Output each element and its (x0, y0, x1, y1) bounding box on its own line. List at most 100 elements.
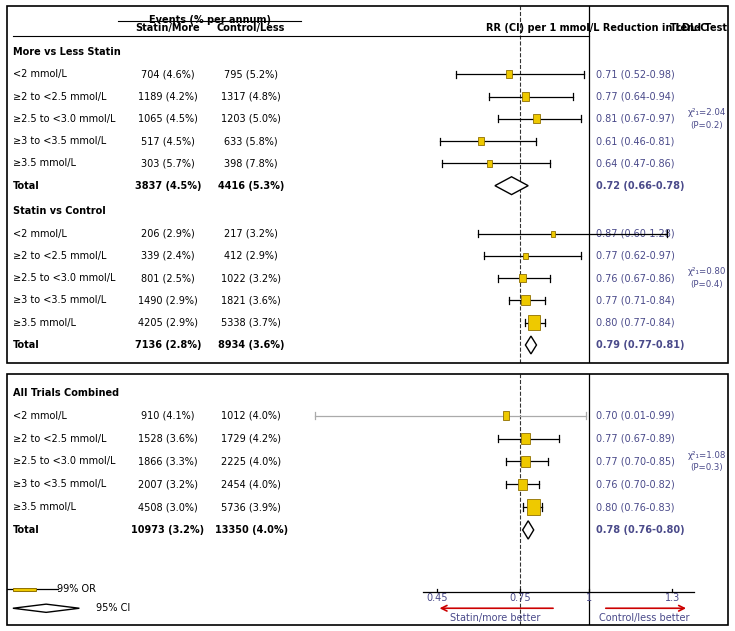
Text: 13350 (4.0%): 13350 (4.0%) (215, 525, 287, 535)
Text: 99% OR: 99% OR (57, 584, 96, 594)
Text: All Trials Combined: All Trials Combined (13, 388, 119, 398)
Bar (506, 70, 512, 78)
Text: ≥3.5 mmol/L: ≥3.5 mmol/L (13, 318, 76, 327)
Text: <2 mmol/L: <2 mmol/L (13, 411, 67, 421)
Bar (522, 92, 529, 101)
Text: 0.76 (0.67-0.86): 0.76 (0.67-0.86) (596, 273, 675, 283)
Text: 704 (4.6%): 704 (4.6%) (141, 69, 195, 80)
Text: 10973 (3.2%): 10973 (3.2%) (132, 525, 204, 535)
Text: Control/less better: Control/less better (599, 613, 689, 623)
Text: 0.76 (0.70-0.82): 0.76 (0.70-0.82) (596, 480, 675, 489)
Text: Total: Total (13, 180, 40, 191)
Text: Events (% per annum): Events (% per annum) (148, 15, 270, 25)
Text: ≥3.5 mmol/L: ≥3.5 mmol/L (13, 158, 76, 168)
Text: 0.77 (0.70-0.85): 0.77 (0.70-0.85) (596, 456, 675, 466)
Text: 7136 (2.8%): 7136 (2.8%) (135, 340, 201, 350)
Text: 1.3: 1.3 (664, 593, 680, 603)
Text: 4508 (3.0%): 4508 (3.0%) (138, 502, 198, 512)
Text: 0.80 (0.76-0.83): 0.80 (0.76-0.83) (596, 502, 675, 512)
Text: χ²₁=0.80: χ²₁=0.80 (688, 268, 726, 276)
Text: Statin/More: Statin/More (136, 23, 201, 33)
Text: 206 (2.9%): 206 (2.9%) (141, 228, 195, 239)
Bar (478, 138, 484, 144)
Text: χ²₁=2.04: χ²₁=2.04 (688, 108, 726, 117)
Text: 0.77 (0.67-0.89): 0.77 (0.67-0.89) (596, 433, 675, 444)
Text: Statin vs Control: Statin vs Control (13, 206, 106, 216)
Text: <2 mmol/L: <2 mmol/L (13, 228, 67, 239)
Text: 633 (5.8%): 633 (5.8%) (224, 136, 278, 146)
Bar (13, 588, 36, 591)
Text: 517 (4.5%): 517 (4.5%) (141, 136, 195, 146)
Text: 339 (2.4%): 339 (2.4%) (141, 251, 195, 261)
Text: 1065 (4.5%): 1065 (4.5%) (138, 114, 198, 124)
Text: χ²₁=1.08: χ²₁=1.08 (688, 451, 726, 459)
Polygon shape (523, 521, 534, 539)
Text: 910 (4.1%): 910 (4.1%) (141, 411, 195, 421)
Text: 4205 (2.9%): 4205 (2.9%) (138, 318, 198, 327)
Text: ≥2 to <2.5 mmol/L: ≥2 to <2.5 mmol/L (13, 251, 107, 261)
Text: 0.70 (0.01-0.99): 0.70 (0.01-0.99) (596, 411, 675, 421)
Text: 4416 (5.3%): 4416 (5.3%) (218, 180, 284, 191)
Text: 795 (5.2%): 795 (5.2%) (224, 69, 278, 80)
Bar (521, 433, 530, 444)
Text: (P=0.3): (P=0.3) (691, 463, 723, 473)
Text: 1189 (4.2%): 1189 (4.2%) (138, 91, 198, 102)
Text: 0.78 (0.76-0.80): 0.78 (0.76-0.80) (596, 525, 685, 535)
Text: 1866 (3.3%): 1866 (3.3%) (138, 456, 198, 466)
Text: 0.71 (0.52-0.98): 0.71 (0.52-0.98) (596, 69, 675, 80)
Text: Total: Total (13, 525, 40, 535)
Text: ≥3 to <3.5 mmol/L: ≥3 to <3.5 mmol/L (13, 295, 106, 305)
Text: ≥2.5 to <3.0 mmol/L: ≥2.5 to <3.0 mmol/L (13, 456, 115, 466)
Text: 1528 (3.6%): 1528 (3.6%) (138, 433, 198, 444)
Text: 0.87 (0.60-1.28): 0.87 (0.60-1.28) (596, 228, 675, 239)
Bar (523, 252, 528, 259)
Text: 801 (2.5%): 801 (2.5%) (141, 273, 195, 283)
Text: 1203 (5.0%): 1203 (5.0%) (221, 114, 281, 124)
Text: 5338 (3.7%): 5338 (3.7%) (221, 318, 281, 327)
Text: ≥3 to <3.5 mmol/L: ≥3 to <3.5 mmol/L (13, 136, 106, 146)
Bar (487, 160, 492, 167)
Bar (527, 500, 540, 515)
Text: 0.75: 0.75 (509, 593, 531, 603)
Polygon shape (495, 177, 528, 194)
Text: 0.80 (0.77-0.84): 0.80 (0.77-0.84) (596, 318, 675, 327)
Text: 412 (2.9%): 412 (2.9%) (224, 251, 278, 261)
Text: 1317 (4.8%): 1317 (4.8%) (221, 91, 281, 102)
Text: 2225 (4.0%): 2225 (4.0%) (221, 456, 282, 466)
Text: (P=0.2): (P=0.2) (691, 121, 723, 129)
Bar (533, 114, 540, 123)
Text: 2454 (4.0%): 2454 (4.0%) (221, 480, 281, 489)
Text: 95% CI: 95% CI (96, 603, 130, 613)
Text: 0.45: 0.45 (426, 593, 448, 603)
Text: 0.61 (0.46-0.81): 0.61 (0.46-0.81) (596, 136, 675, 146)
Text: 0.77 (0.62-0.97): 0.77 (0.62-0.97) (596, 251, 675, 261)
Text: 3837 (4.5%): 3837 (4.5%) (135, 180, 201, 191)
Bar (528, 316, 540, 330)
Text: 0.81 (0.67-0.97): 0.81 (0.67-0.97) (596, 114, 675, 124)
Text: More vs Less Statin: More vs Less Statin (13, 47, 121, 57)
Text: 8934 (3.6%): 8934 (3.6%) (218, 340, 284, 350)
Text: Control/Less: Control/Less (217, 23, 285, 33)
Text: Total: Total (13, 340, 40, 350)
Text: 0.79 (0.77-0.81): 0.79 (0.77-0.81) (596, 340, 684, 350)
Text: 217 (3.2%): 217 (3.2%) (224, 228, 278, 239)
Text: 5736 (3.9%): 5736 (3.9%) (221, 502, 281, 512)
Text: 1022 (3.2%): 1022 (3.2%) (221, 273, 282, 283)
Text: 398 (7.8%): 398 (7.8%) (224, 158, 278, 168)
Text: ≥3 to <3.5 mmol/L: ≥3 to <3.5 mmol/L (13, 480, 106, 489)
Text: 0.72 (0.66-0.78): 0.72 (0.66-0.78) (596, 180, 684, 191)
Text: 303 (5.7%): 303 (5.7%) (141, 158, 195, 168)
Text: 2007 (3.2%): 2007 (3.2%) (138, 480, 198, 489)
Text: Trend Test: Trend Test (670, 23, 727, 33)
Text: <2 mmol/L: <2 mmol/L (13, 69, 67, 80)
Text: 1012 (4.0%): 1012 (4.0%) (221, 411, 281, 421)
Text: ≥2 to <2.5 mmol/L: ≥2 to <2.5 mmol/L (13, 91, 107, 102)
Text: ≥2.5 to <3.0 mmol/L: ≥2.5 to <3.0 mmol/L (13, 273, 115, 283)
Polygon shape (526, 336, 537, 354)
Text: (P=0.4): (P=0.4) (691, 280, 723, 289)
Text: ≥2 to <2.5 mmol/L: ≥2 to <2.5 mmol/L (13, 433, 107, 444)
Text: 1729 (4.2%): 1729 (4.2%) (221, 433, 282, 444)
Text: 0.77 (0.64-0.94): 0.77 (0.64-0.94) (596, 91, 675, 102)
Bar (521, 295, 529, 305)
Bar (521, 456, 530, 467)
